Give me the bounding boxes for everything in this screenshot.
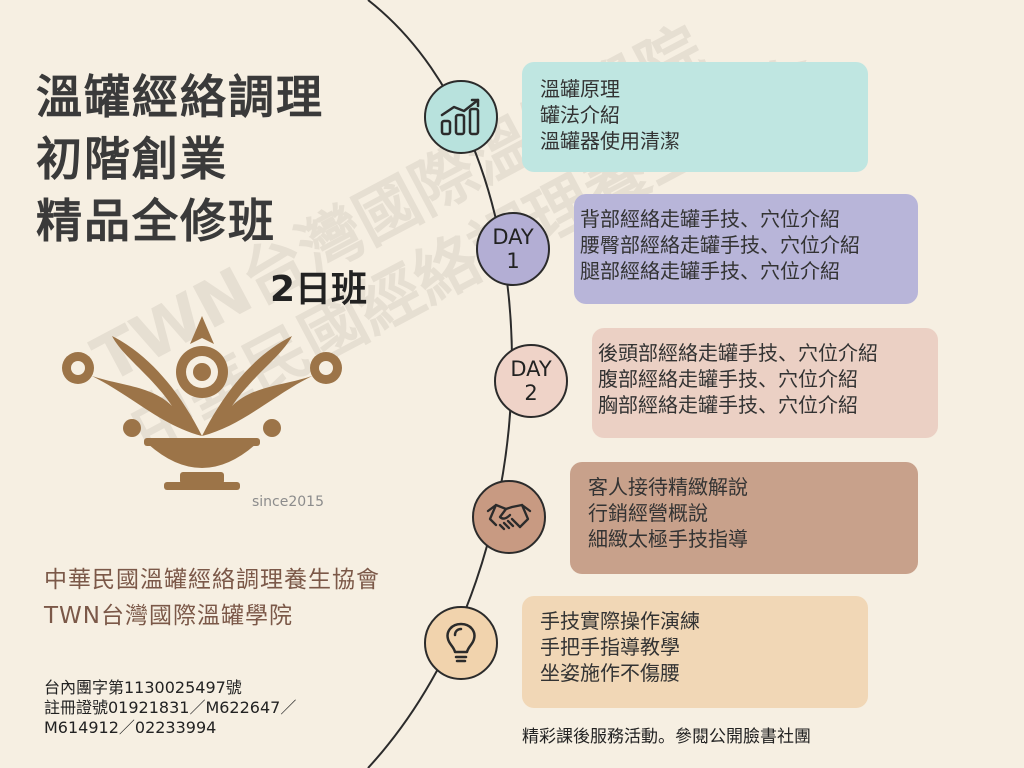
card-item: 溫罐原理 (540, 77, 620, 101)
card-item: 細緻太極手技指導 (588, 527, 748, 551)
node-text: 2 (524, 381, 538, 405)
card-service: 客人接待精緻解說 行銷經營概說 細緻太極手技指導 (570, 462, 918, 574)
ornament-logo (62, 316, 342, 490)
registration-info: 台內團字第1130025497號 註冊證號01921831／M622647／ M… (44, 678, 296, 738)
timeline-node-day2: DAY 2 (494, 344, 568, 418)
footer-note: 精彩課後服務活動。參閱公開臉書社團 (522, 727, 811, 747)
card-day1: 背部經絡走罐手技、穴位介紹 腰臀部經絡走罐手技、穴位介紹 腿部經絡走罐手技、穴位… (574, 194, 918, 304)
registration-line: 註冊證號01921831／M622647／ (44, 698, 297, 717)
card-item: 胸部經絡走罐手技、穴位介紹 (598, 393, 858, 417)
course-duration: 2日班 (270, 269, 368, 310)
card-practice: 手技實際操作演練 手把手指導教學 坐姿施作不傷腰 (522, 596, 868, 708)
card-item: 腿部經絡走罐手技、穴位介紹 (580, 259, 840, 283)
title-line: 精品全修班 (36, 194, 276, 248)
handshake-icon (486, 503, 532, 531)
node-text: 1 (506, 249, 520, 273)
timeline-node-practice (424, 606, 498, 680)
registration-line: 台內團字第1130025497號 (44, 678, 242, 697)
timeline-node-basics (424, 80, 498, 154)
card-item: 後頭部經絡走罐手技、穴位介紹 (598, 341, 878, 365)
card-item: 行銷經營概說 (588, 501, 708, 525)
card-item: 腰臀部經絡走罐手技、穴位介紹 (580, 233, 860, 257)
title-line: 初階創業 (36, 132, 228, 186)
lightbulb-icon (446, 622, 476, 663)
association-name: 中華民國溫罐經絡調理養生協會 (44, 567, 380, 593)
card-item: 腹部經絡走罐手技、穴位介紹 (598, 367, 858, 391)
card-item: 客人接待精緻解說 (588, 475, 748, 499)
card-item: 罐法介紹 (540, 103, 620, 127)
card-item: 溫罐器使用清潔 (540, 129, 680, 153)
card-item: 背部經絡走罐手技、穴位介紹 (580, 207, 840, 231)
registration-line: M614912／02233994 (44, 718, 217, 737)
card-day2: 後頭部經絡走罐手技、穴位介紹 腹部經絡走罐手技、穴位介紹 胸部經絡走罐手技、穴位… (592, 328, 938, 438)
since-label: since2015 (252, 494, 324, 510)
card-basics: 溫罐原理 罐法介紹 溫罐器使用清潔 (522, 62, 868, 172)
academy-name: TWN台灣國際溫罐學院 (44, 603, 293, 629)
card-item: 手技實際操作演練 (540, 609, 700, 633)
node-text: DAY (492, 225, 534, 249)
card-item: 手把手指導教學 (540, 635, 680, 659)
node-text: DAY (510, 357, 552, 381)
bar-chart-icon (440, 98, 480, 136)
timeline-node-service (472, 480, 546, 554)
card-item: 坐姿施作不傷腰 (540, 661, 680, 685)
timeline-node-day1: DAY 1 (476, 212, 550, 286)
title-line: 溫罐經絡調理 (36, 70, 324, 124)
page-title: 溫罐經絡調理 初階創業 精品全修班 (36, 66, 324, 252)
